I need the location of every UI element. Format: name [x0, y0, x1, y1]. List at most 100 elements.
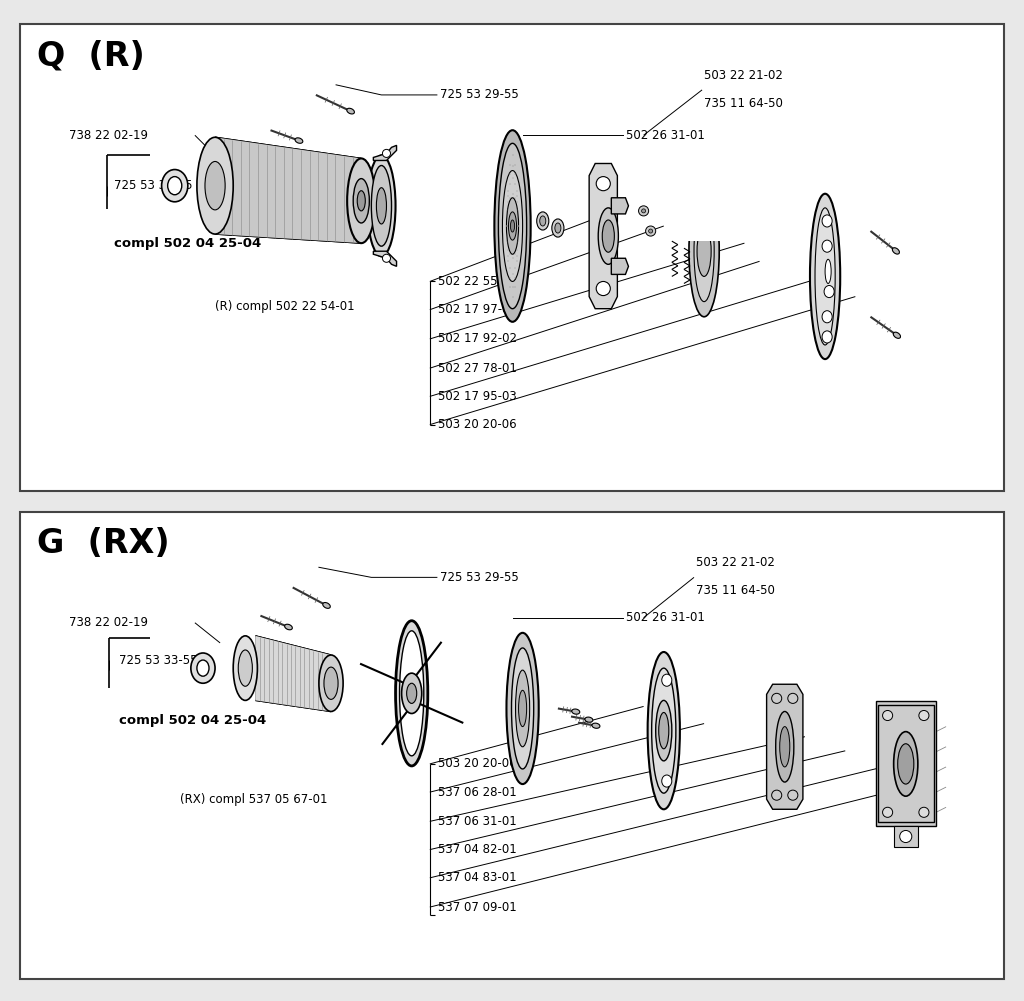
Ellipse shape [598, 208, 618, 264]
Ellipse shape [810, 194, 841, 359]
Ellipse shape [518, 691, 526, 727]
Ellipse shape [892, 247, 899, 254]
Ellipse shape [168, 176, 182, 195]
Ellipse shape [511, 220, 514, 232]
Ellipse shape [697, 226, 711, 276]
Ellipse shape [295, 138, 303, 143]
Text: Q  (R): Q (R) [37, 39, 144, 72]
Text: 725 53 29-55: 725 53 29-55 [440, 571, 519, 584]
Ellipse shape [772, 694, 781, 704]
Ellipse shape [347, 108, 354, 114]
Ellipse shape [285, 625, 292, 630]
Ellipse shape [353, 178, 370, 223]
Ellipse shape [507, 633, 539, 784]
Text: G  (RX): G (RX) [37, 527, 169, 560]
Ellipse shape [512, 648, 534, 769]
Polygon shape [611, 258, 629, 274]
Ellipse shape [372, 165, 391, 246]
Text: 738 22 02-19: 738 22 02-19 [69, 129, 147, 142]
Ellipse shape [602, 220, 614, 252]
Ellipse shape [357, 191, 366, 211]
Ellipse shape [779, 727, 790, 767]
Text: 725 53 33-55: 725 53 33-55 [115, 179, 193, 192]
Ellipse shape [197, 137, 233, 234]
Text: 503 20 20-06: 503 20 20-06 [438, 758, 516, 771]
Text: 503 22 21-02: 503 22 21-02 [705, 69, 783, 82]
Ellipse shape [318, 655, 343, 712]
Ellipse shape [377, 188, 386, 224]
Text: 725 53 29-55: 725 53 29-55 [440, 88, 519, 101]
Ellipse shape [596, 176, 610, 191]
Ellipse shape [495, 130, 530, 321]
Text: 537 06 31-01: 537 06 31-01 [438, 815, 517, 828]
Text: 735 11 64-50: 735 11 64-50 [696, 585, 775, 598]
Polygon shape [215, 137, 361, 243]
Text: 502 17 97-02: 502 17 97-02 [438, 303, 517, 316]
Ellipse shape [592, 723, 600, 729]
Ellipse shape [822, 331, 833, 343]
Text: 503 22 21-02: 503 22 21-02 [696, 557, 775, 570]
Text: 735 11 64-50: 735 11 64-50 [705, 97, 783, 110]
Ellipse shape [694, 201, 714, 301]
Text: 537 04 83-01: 537 04 83-01 [438, 871, 516, 884]
Ellipse shape [825, 259, 831, 283]
Ellipse shape [382, 149, 390, 157]
Ellipse shape [571, 709, 580, 714]
Ellipse shape [689, 185, 719, 316]
Ellipse shape [324, 667, 338, 700]
Ellipse shape [555, 223, 561, 233]
Ellipse shape [822, 240, 833, 252]
Polygon shape [611, 198, 629, 214]
Ellipse shape [815, 208, 836, 345]
Text: 502 27 78-01: 502 27 78-01 [438, 361, 517, 374]
Ellipse shape [893, 332, 900, 338]
Ellipse shape [787, 694, 798, 704]
Polygon shape [684, 180, 724, 241]
Ellipse shape [197, 660, 209, 677]
Text: 502 26 31-01: 502 26 31-01 [627, 129, 706, 142]
Ellipse shape [162, 169, 187, 202]
Ellipse shape [368, 155, 395, 256]
Polygon shape [894, 827, 918, 847]
Polygon shape [876, 702, 936, 827]
Polygon shape [589, 163, 617, 308]
Ellipse shape [382, 254, 390, 262]
Ellipse shape [499, 143, 526, 308]
Ellipse shape [515, 670, 529, 747]
Ellipse shape [898, 744, 913, 784]
Text: 503 20 20-06: 503 20 20-06 [438, 418, 516, 431]
Text: 537 04 82-01: 537 04 82-01 [438, 843, 517, 856]
Ellipse shape [407, 684, 417, 704]
Text: 537 07 09-01: 537 07 09-01 [438, 901, 517, 914]
Ellipse shape [662, 775, 672, 787]
Ellipse shape [395, 621, 428, 766]
Text: (R) compl 502 22 54-01: (R) compl 502 22 54-01 [215, 300, 354, 313]
Ellipse shape [347, 158, 376, 243]
Ellipse shape [509, 212, 516, 240]
Text: 502 26 31-01: 502 26 31-01 [627, 612, 706, 625]
Ellipse shape [822, 215, 833, 227]
Ellipse shape [233, 636, 257, 701]
Text: (RX) compl 537 05 67-01: (RX) compl 537 05 67-01 [180, 793, 328, 806]
Polygon shape [374, 251, 396, 266]
Ellipse shape [883, 711, 893, 721]
Ellipse shape [639, 206, 648, 216]
Ellipse shape [239, 650, 252, 687]
Ellipse shape [658, 713, 669, 749]
Text: 537 06 28-01: 537 06 28-01 [438, 786, 517, 799]
Ellipse shape [883, 807, 893, 818]
Ellipse shape [205, 161, 225, 210]
Ellipse shape [787, 790, 798, 800]
Ellipse shape [540, 216, 546, 226]
Text: 738 22 02-19: 738 22 02-19 [69, 617, 147, 630]
Ellipse shape [537, 212, 549, 230]
Text: 502 17 95-03: 502 17 95-03 [438, 390, 517, 403]
Polygon shape [767, 685, 803, 809]
Ellipse shape [776, 712, 794, 782]
Ellipse shape [822, 310, 833, 322]
Ellipse shape [503, 170, 522, 281]
Ellipse shape [642, 209, 645, 213]
Ellipse shape [662, 674, 672, 687]
Ellipse shape [552, 219, 564, 237]
Text: 502 22 55-01: 502 22 55-01 [438, 275, 517, 288]
